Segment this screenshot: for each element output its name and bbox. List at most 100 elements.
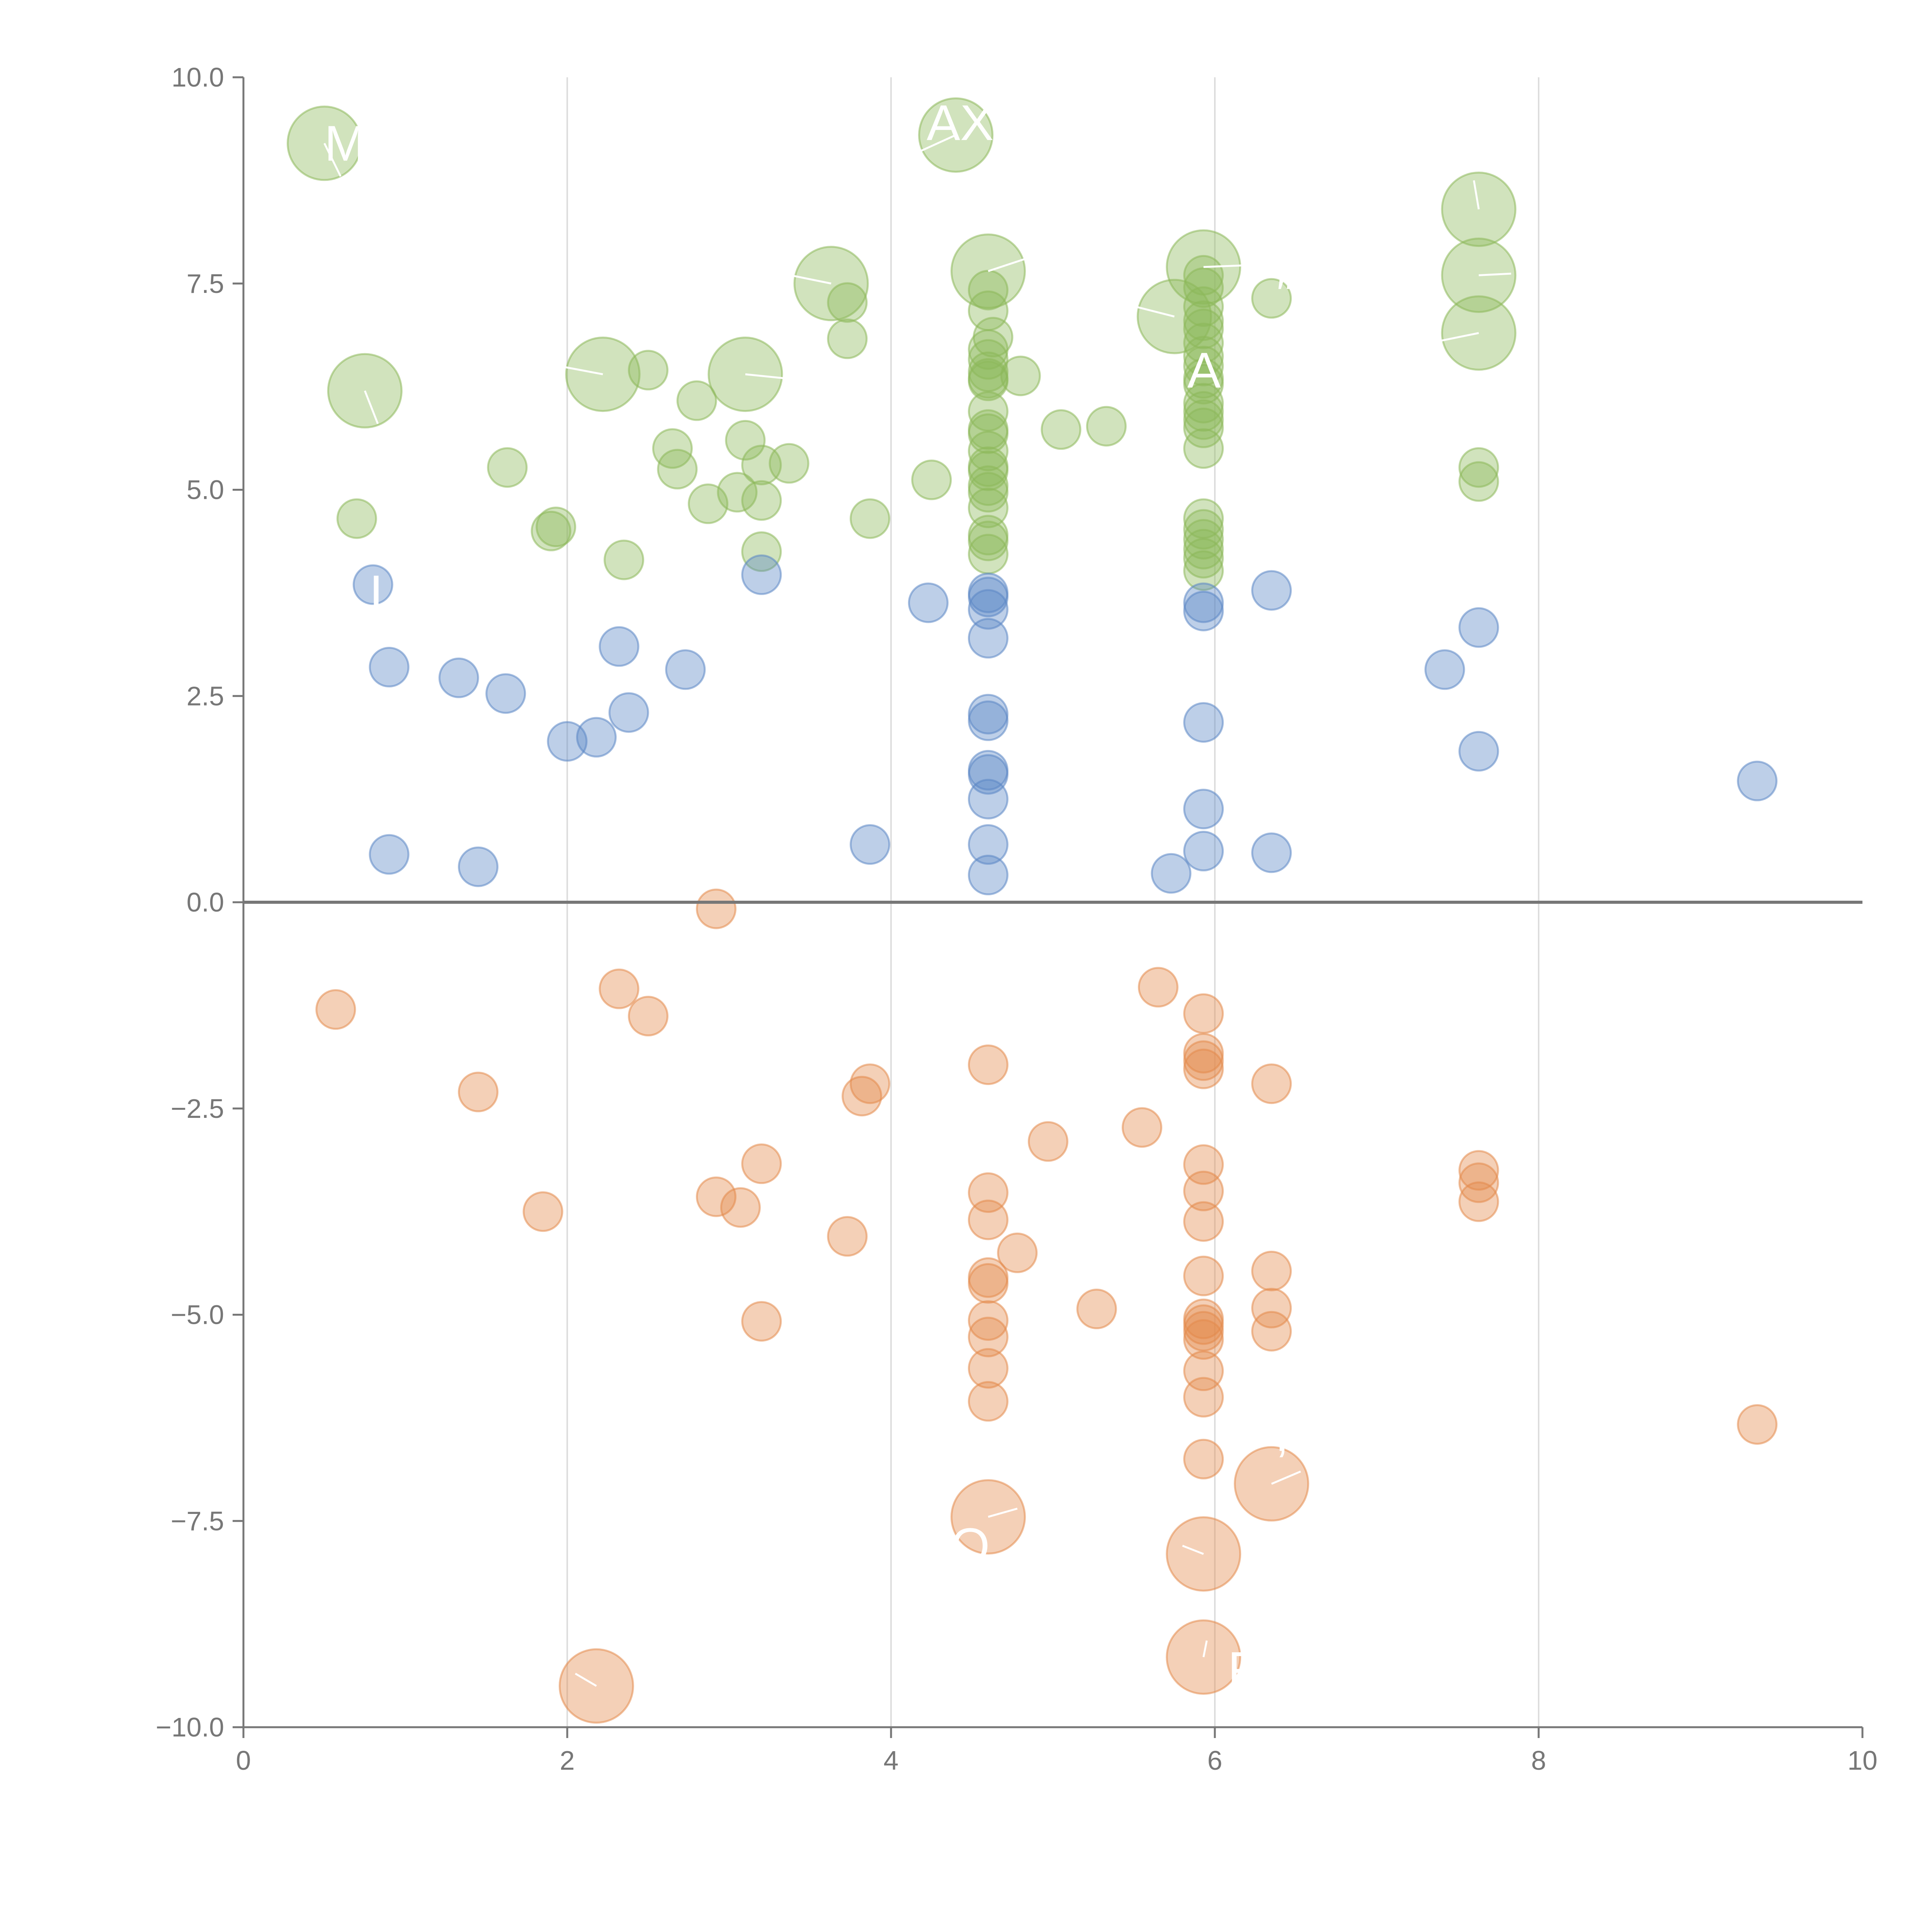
y-tick-label: 2.5 (187, 681, 224, 711)
point-label: ’O (940, 1517, 990, 1574)
y-tick-label: 7.5 (187, 269, 224, 299)
scatter-point-blue (458, 846, 499, 887)
scatter-point-orange (1183, 1048, 1224, 1089)
scatter-point-orange (968, 1316, 1009, 1357)
y-tick-label: −5.0 (171, 1300, 224, 1330)
scatter-point-orange (741, 1143, 782, 1184)
scatter-point-green (827, 282, 868, 323)
data-points (287, 97, 1778, 1724)
scatter-point-green (1183, 322, 1224, 363)
y-tick-label: −10.0 (156, 1712, 224, 1742)
scatter-point-orange (741, 1301, 782, 1342)
scatter-point-green (652, 428, 693, 469)
scatter-point-green (1183, 345, 1224, 386)
scatter-point-orange (1183, 1439, 1224, 1480)
scatter-point-blue (485, 673, 526, 714)
scatter-point-green (536, 507, 577, 548)
scatter-point-green (1458, 461, 1499, 502)
scatter-point-orange (1121, 1107, 1162, 1148)
scatter-point-green (1183, 529, 1224, 570)
scatter-point-orange (968, 1199, 1009, 1240)
scatter-point-orange (1183, 1170, 1224, 1211)
scatter-point-blue (369, 834, 410, 875)
scatter-point-green (628, 350, 668, 391)
scatter-point-green (725, 420, 766, 461)
leader-line (745, 373, 786, 379)
scatter-point-orange (827, 1216, 868, 1257)
point-label: M (325, 115, 366, 172)
point-label: AX (927, 94, 993, 151)
x-tick-label: 6 (1208, 1745, 1223, 1776)
scatter-point-blue (1458, 607, 1499, 648)
point-label: L (370, 565, 398, 621)
scatter-point-green (741, 480, 782, 521)
scatter-point-blue (968, 577, 1009, 617)
scatter-point-green (968, 413, 1009, 454)
scatter-point-orange (1251, 1287, 1292, 1328)
scatter-point-blue (1251, 832, 1292, 873)
scatter-point-green (1251, 278, 1292, 319)
point-label: ’ (575, 1617, 587, 1673)
scatter-point-green (1183, 336, 1224, 377)
scatter-point-green (741, 531, 782, 572)
y-tick-label: −7.5 (171, 1506, 224, 1536)
scatter-point-blue (438, 657, 479, 698)
scatter-point-green (717, 472, 758, 513)
scatter-point-green (968, 472, 1009, 513)
scatter-point-green (1458, 447, 1499, 488)
point-labels: M AX ″ C AL ″ L ’O F ’ ’ (325, 94, 1497, 1697)
scatter-point-orange (458, 1071, 499, 1112)
scatter-point-green (911, 459, 952, 500)
x-tick-label: 0 (236, 1745, 251, 1776)
leader-line (790, 274, 832, 285)
scatter-point-orange (1183, 1201, 1224, 1242)
scatter-point-orange (1183, 993, 1224, 1034)
leader-line (988, 258, 1026, 272)
scatter-point-orange (1138, 967, 1179, 1008)
point-label: F (1228, 1641, 1259, 1698)
y-tick-label: 10.0 (172, 62, 224, 92)
scatter-point-orange (696, 888, 736, 929)
scatter-point-blue (608, 692, 649, 733)
scatter-point-blue (968, 618, 1009, 659)
y-tick-label: 5.0 (187, 475, 224, 505)
x-tick-label: 8 (1531, 1745, 1546, 1776)
scatter-point-green (1183, 300, 1224, 341)
scatter-point-green (1183, 538, 1224, 579)
scatter-point-orange (850, 1063, 891, 1104)
scatter-point-orange (1183, 1255, 1224, 1296)
scatter-point-blue (1151, 853, 1192, 894)
scatter-point-orange (997, 1232, 1038, 1273)
scatter-point-green (1183, 407, 1224, 448)
scatter-point-green (968, 329, 1009, 370)
x-tick-label: 4 (884, 1745, 899, 1776)
point-label: ″ (1276, 265, 1294, 321)
scatter-point-green (1183, 391, 1224, 432)
scatter-point-blue (1183, 789, 1224, 830)
scatter-point-orange (522, 1191, 563, 1232)
scatter-point-blue (908, 582, 949, 623)
x-tick-label: 10 (1847, 1745, 1878, 1776)
scatter-point-blue (352, 564, 393, 605)
scatter-point-blue (741, 554, 782, 595)
scatter-point-green (336, 498, 377, 539)
scatter-point-blue (1424, 649, 1465, 690)
scatter-point-orange (1183, 1319, 1224, 1360)
scatter-point-orange (968, 1381, 1009, 1422)
point-label: ″ (1479, 140, 1497, 196)
scatter-point-orange (842, 1076, 883, 1117)
y-tick-label: 0.0 (187, 887, 224, 917)
scatter-point-blue (1737, 760, 1778, 801)
scatter-point-green (769, 443, 810, 484)
scatter-point-green (1183, 286, 1224, 327)
leader-line (1271, 1470, 1301, 1485)
scatter-point-green (604, 539, 645, 580)
scatter-point-green (1183, 399, 1224, 440)
scatter-point-orange (1458, 1150, 1499, 1191)
leader-line (1182, 1544, 1204, 1555)
leader-line (364, 390, 379, 424)
scatter-point-orange (720, 1187, 761, 1228)
scatter-point-green (968, 450, 1009, 491)
scatter-point-blue (968, 855, 1009, 896)
leader-line (1473, 180, 1480, 210)
